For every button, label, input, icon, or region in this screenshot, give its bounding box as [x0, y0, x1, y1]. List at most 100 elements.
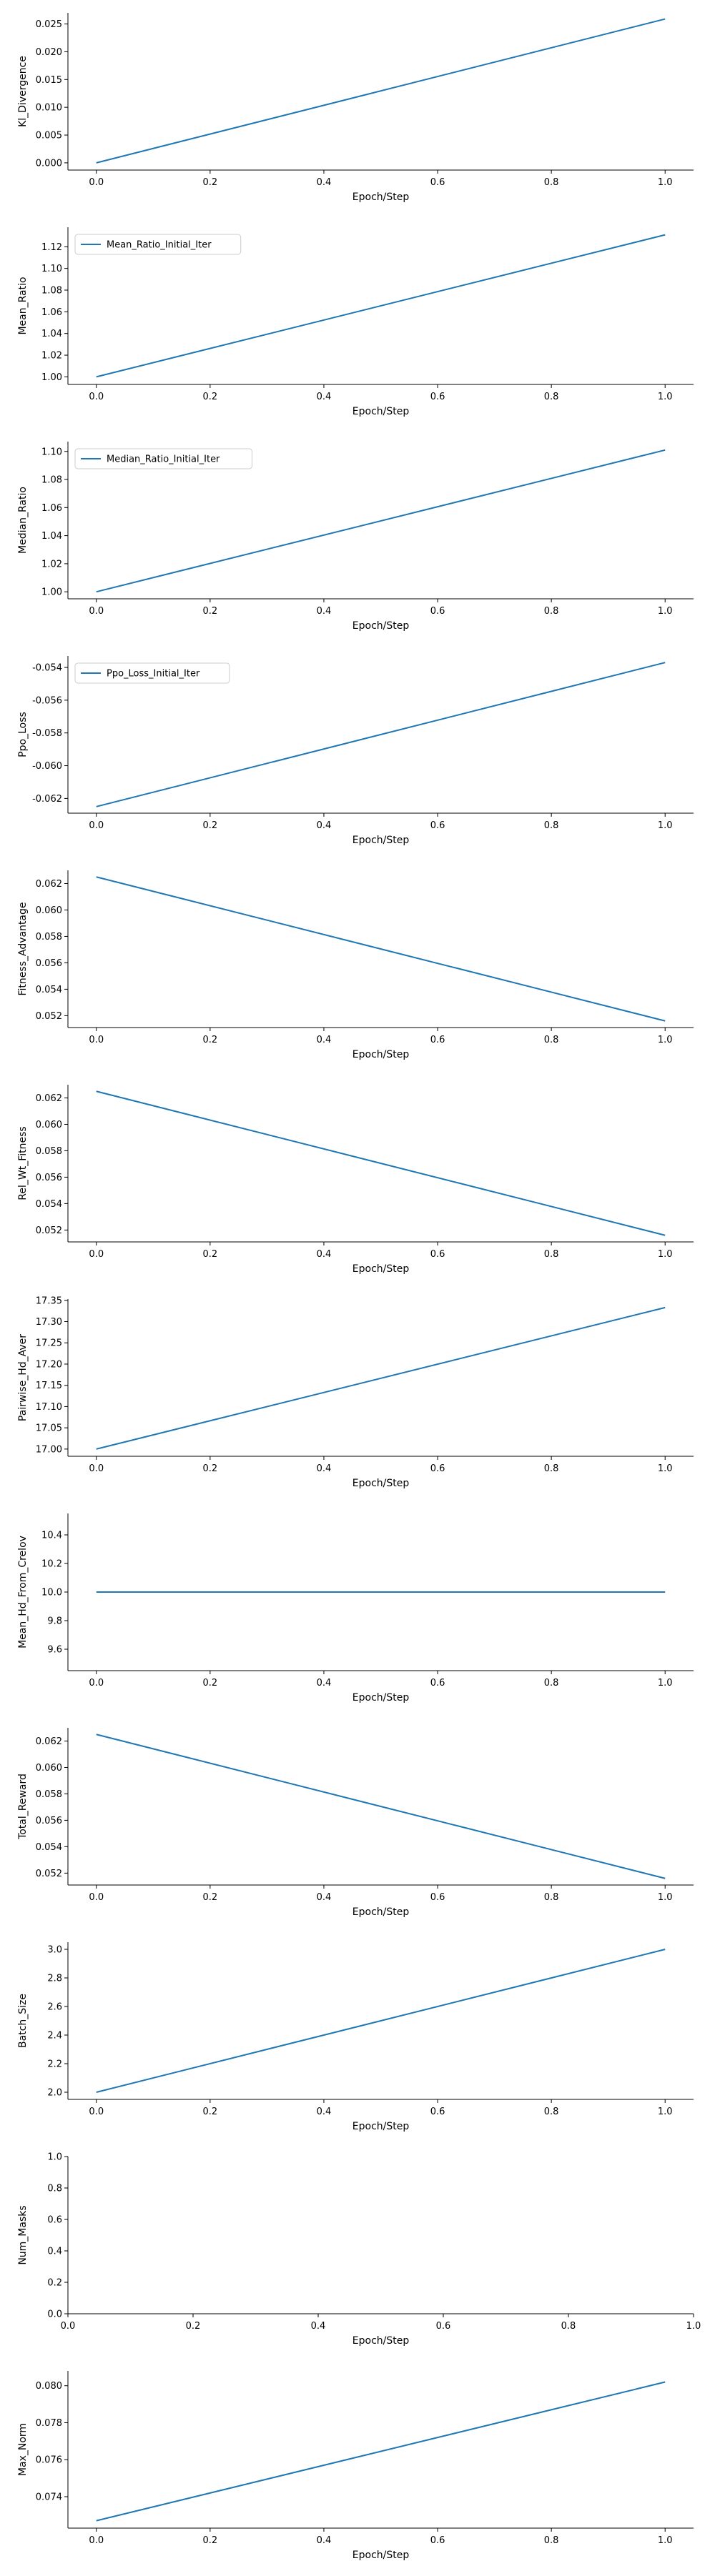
x-tick-label: 0.6 — [430, 820, 445, 831]
x-tick-label: 0.8 — [544, 606, 559, 617]
y-tick-label: 0.056 — [36, 958, 62, 969]
x-tick-label: 0.6 — [430, 1035, 445, 1045]
chart-svg: 0.0 0.2 0.4 0.6 0.8 1.0 9.6 9.8 10.0 10.2 10.4 Epoc… — [17, 1513, 694, 1704]
x-tick-label: 0.6 — [430, 1892, 445, 1903]
x-tick-label: 0.2 — [203, 2535, 218, 2546]
series-line — [96, 876, 666, 1022]
x-tick-label: 1.0 — [658, 392, 673, 402]
x-axis-label: Epoch/Step — [352, 1478, 410, 1489]
y-tick-label: 10.0 — [41, 1588, 62, 1598]
y-tick-label: -0.058 — [32, 728, 62, 739]
x-tick-label: 0.8 — [544, 2535, 559, 2546]
x-tick-label: 0.4 — [311, 2321, 326, 2332]
subplot-median-ratio: 0.0 0.2 0.4 0.6 0.8 1.0 1.00 1.02 1.04 1.06 1.08 1.… — [0, 429, 715, 643]
y-axis-label: Mean_Ratio — [17, 277, 29, 334]
x-axis-label: Epoch/Step — [352, 2121, 410, 2132]
y-tick-label: 1.08 — [41, 475, 62, 486]
y-tick-label: 0.078 — [36, 2418, 62, 2429]
x-tick-label: 0.0 — [89, 2107, 104, 2117]
x-tick-label: 1.0 — [658, 1249, 673, 1260]
y-tick-label: 0.4 — [47, 2247, 62, 2257]
chart-svg: 0.0 0.2 0.4 0.6 0.8 1.0 1.00 1.02 1.04 1.06 1.08 1.… — [17, 442, 694, 632]
y-tick-label: 0.080 — [36, 2381, 62, 2392]
y-axis-label: Ppo_Loss — [17, 712, 29, 757]
y-tick-label: 1.02 — [41, 351, 62, 362]
chart-svg: 0.0 0.2 0.4 0.6 0.8 1.0 0.000 0.005 0.010 0.015 0.… — [17, 13, 694, 203]
subplot-kl-divergence: 0.0 0.2 0.4 0.6 0.8 1.0 0.000 0.005 0.010 0.015 0.… — [0, 0, 715, 214]
subplot-mean-hd-from-crelov: 0.0 0.2 0.4 0.6 0.8 1.0 9.6 9.8 10.0 10.2 10.4 Epoc… — [0, 1501, 715, 1715]
y-tick-label: 0.060 — [36, 905, 62, 916]
y-tick-label: 0.015 — [36, 75, 62, 86]
x-tick-label: 0.8 — [544, 392, 559, 402]
x-tick-label: 0.4 — [317, 2107, 332, 2117]
y-tick-label: 0.060 — [36, 1120, 62, 1130]
x-tick-label: 1.0 — [658, 2535, 673, 2546]
y-tick-label: 2.4 — [47, 2031, 62, 2042]
subplot-max-norm: 0.0 0.2 0.4 0.6 0.8 1.0 0.074 0.076 0.078 0.080 Ep… — [0, 2358, 715, 2572]
x-tick-label: 0.8 — [544, 1892, 559, 1903]
x-tick-label: 0.0 — [89, 1463, 104, 1474]
x-tick-label: 0.0 — [89, 1035, 104, 1045]
y-tick-label: 3.0 — [47, 1945, 62, 1956]
x-tick-label: 0.6 — [430, 2107, 445, 2117]
chart-svg: 0.0 0.2 0.4 0.6 0.8 1.0 0.074 0.076 0.078 0.080 Ep… — [17, 2371, 694, 2561]
x-tick-label: 0.6 — [430, 2535, 445, 2546]
x-tick-label: 0.8 — [544, 820, 559, 831]
x-axis-label: Epoch/Step — [352, 1906, 410, 1918]
y-tick-label: 1.08 — [41, 286, 62, 297]
x-tick-label: 0.2 — [203, 1035, 218, 1045]
y-tick-label: 0.6 — [47, 2215, 62, 2226]
x-tick-label: 0.4 — [317, 1035, 332, 1045]
y-tick-label: 1.00 — [41, 587, 62, 598]
x-tick-label: 0.8 — [544, 1678, 559, 1689]
y-tick-label: 0.074 — [36, 2492, 62, 2503]
series-line — [96, 1306, 666, 1450]
x-tick-label: 0.0 — [89, 2535, 104, 2546]
y-tick-label: 17.30 — [36, 1317, 62, 1328]
y-axis-label: Rel_Wt_Fitness — [17, 1126, 29, 1200]
x-axis-label: Epoch/Step — [352, 835, 410, 846]
x-tick-label: 1.0 — [658, 1035, 673, 1045]
chart-svg: 0.0 0.2 0.4 0.6 0.8 1.0 0.052 0.054 0.056 0.058 0.… — [17, 1728, 694, 1918]
x-tick-label: 0.6 — [430, 1463, 445, 1474]
y-tick-label: 0.2 — [47, 2278, 62, 2289]
x-axis-label: Epoch/Step — [352, 1263, 410, 1275]
y-tick-label: 1.10 — [41, 264, 62, 274]
x-axis-label: Epoch/Step — [352, 406, 410, 417]
y-tick-label: 0.020 — [36, 47, 62, 58]
x-tick-label: 1.0 — [658, 1892, 673, 1903]
x-tick-label: 0.4 — [317, 2535, 332, 2546]
subplot-ppo-loss: 0.0 0.2 0.4 0.6 0.8 1.0 -0.062 -0.060 -0.058 -0.0… — [0, 643, 715, 857]
x-tick-label: 0.0 — [89, 1249, 104, 1260]
y-tick-label: 0.010 — [36, 103, 62, 114]
x-tick-label: 0.6 — [436, 2321, 451, 2332]
y-tick-label: 0.076 — [36, 2455, 62, 2466]
y-tick-label: 0.8 — [47, 2184, 62, 2194]
y-tick-label: 2.0 — [47, 2088, 62, 2099]
subplot-mean-ratio: 0.0 0.2 0.4 0.6 0.8 1.0 1.00 1.02 1.04 1.06 1.08 1.… — [0, 214, 715, 429]
y-axis-label: Fitness_Advantage — [17, 902, 29, 995]
x-tick-label: 0.4 — [317, 1892, 332, 1903]
y-tick-label: 0.005 — [36, 131, 62, 141]
y-axis-label: Num_Masks — [17, 2205, 29, 2264]
series-line — [96, 662, 666, 807]
series-line — [96, 449, 666, 593]
y-tick-label: 0.054 — [36, 1842, 62, 1853]
x-axis-label: Epoch/Step — [352, 192, 410, 203]
chart-svg: 0.0 0.2 0.4 0.6 0.8 1.0 1.00 1.02 1.04 1.06 1.08 1.… — [17, 227, 694, 417]
y-tick-label: -0.054 — [32, 663, 62, 674]
chart-svg: 0.0 0.2 0.4 0.6 0.8 1.0 0.052 0.054 0.056 0.058 0.… — [17, 870, 694, 1060]
y-tick-label: 2.2 — [47, 2059, 62, 2070]
y-tick-label: 2.8 — [47, 1974, 62, 1984]
y-tick-label: 0.052 — [36, 1011, 62, 1022]
x-tick-label: 0.2 — [203, 177, 218, 188]
x-axis-label: Epoch/Step — [352, 620, 410, 632]
y-tick-label: 10.2 — [41, 1559, 62, 1570]
x-tick-label: 0.8 — [544, 177, 559, 188]
subplot-total-reward: 0.0 0.2 0.4 0.6 0.8 1.0 0.052 0.054 0.056 0.058 0.… — [0, 1715, 715, 1929]
x-tick-label: 0.2 — [203, 2107, 218, 2117]
x-tick-label: 0.2 — [203, 1678, 218, 1689]
subplot-batch-size: 0.0 0.2 0.4 0.6 0.8 1.0 2.0 2.2 2.4 2.6 2.8 3.0 Epoc… — [0, 1929, 715, 2144]
legend-label: Median_Ratio_Initial_Iter — [107, 454, 220, 465]
